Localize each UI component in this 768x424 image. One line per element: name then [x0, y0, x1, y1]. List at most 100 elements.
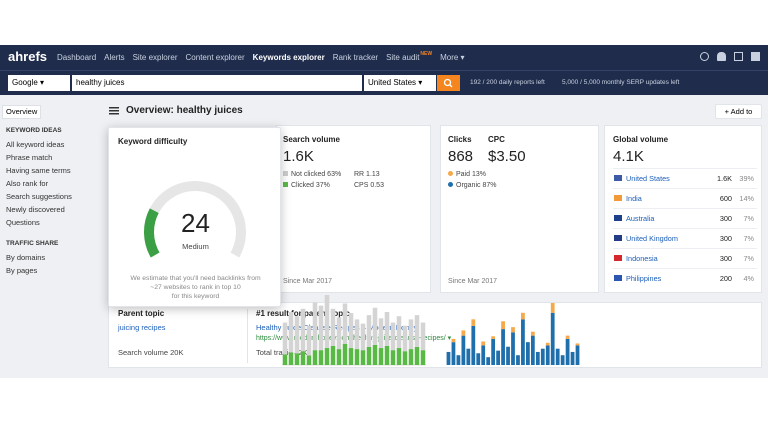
flag	[614, 255, 622, 261]
sidebar-link[interactable]: Phrase match	[6, 153, 53, 162]
page-title: Overview: healthy juices	[126, 105, 243, 116]
legend-item: Not clicked 63%	[283, 171, 341, 178]
sidebar-link[interactable]: Having same terms	[6, 166, 71, 175]
keyword-difficulty-card: Keyword difficulty 24 Medium We estimate…	[108, 127, 281, 307]
nav-item[interactable]: Rank tracker	[332, 53, 379, 62]
row-divider	[613, 248, 757, 249]
country-volume: 300	[719, 254, 732, 263]
country-volume: 600	[719, 194, 732, 203]
section-title: #1 result for parent topic	[256, 309, 350, 318]
kd-note-line: for this keyword	[171, 293, 220, 300]
clicks-card: Clicks 868 CPC $3.50 Paid 13% Organic 87…	[440, 125, 599, 293]
section-title: Parent topic	[118, 309, 165, 318]
legend-item: Clicked 37%	[283, 182, 330, 189]
nav-item[interactable]: Keywords explorer	[252, 53, 325, 62]
country-share: 4%	[743, 274, 754, 283]
kd-score: 24	[181, 208, 210, 238]
legend-text: Not clicked 63%	[291, 171, 342, 178]
topic-link[interactable]: juicing recipes	[118, 323, 166, 332]
nav-items: Dashboard Alerts Site explorer Content expl…	[57, 51, 465, 62]
country-link[interactable]: Philippines	[626, 274, 662, 283]
card-value: $3.50	[488, 148, 526, 165]
row-divider	[613, 208, 757, 209]
nav-badge: NEW	[420, 51, 433, 57]
kd-note-line: ~27 websites to rank in top 10	[150, 284, 241, 291]
result-traffic: Total traffic 42K	[256, 348, 308, 357]
help-icon[interactable]	[700, 52, 709, 61]
serp-left: 5,000 / 5,000 monthly SERP updates left	[562, 79, 680, 86]
country-volume: 1.6K	[716, 174, 732, 183]
kd-note: We estimate that you'll need backlinks f…	[109, 274, 282, 301]
add-to-button[interactable]: + Add to	[715, 104, 762, 119]
card-value: 1.6K	[283, 148, 314, 165]
country-share: 7%	[743, 214, 754, 223]
card-value: 868	[448, 148, 474, 165]
country-share: 7%	[743, 234, 754, 243]
row-divider	[613, 268, 757, 269]
sidebar-heading: TRAFFIC SHARE	[6, 240, 59, 247]
row-divider	[613, 228, 757, 229]
country-share: 14%	[739, 194, 754, 203]
sidebar-link[interactable]: By domains	[6, 253, 46, 262]
stat: RR 1.13	[354, 171, 380, 178]
engine-select[interactable]: Google ▾	[8, 75, 70, 91]
kd-note-line: We estimate that you'll need backlinks f…	[130, 275, 261, 282]
country-link[interactable]: Indonesia	[626, 254, 658, 263]
search-button[interactable]	[437, 75, 460, 91]
sidebar-link[interactable]: All keyword ideas	[6, 140, 65, 149]
nav-item[interactable]: Dashboard	[57, 53, 97, 62]
sidebar-heading: KEYWORD IDEAS	[6, 127, 62, 134]
nav-item[interactable]: Content explorer	[185, 53, 245, 62]
account-icon[interactable]	[751, 52, 760, 61]
sidebar-link[interactable]: Also rank for	[6, 179, 49, 188]
nav-bar: ahrefs Dashboard Alerts Site explorer Conte…	[0, 45, 768, 70]
card-title: CPC	[488, 135, 505, 144]
nav-item[interactable]: Site explorer	[132, 53, 178, 62]
nav-item[interactable]: More ▾	[440, 53, 465, 62]
legend-item: Organic 87%	[448, 182, 496, 189]
flag	[614, 175, 622, 181]
search-row: Google ▾ healthy juices United States ▾ …	[0, 70, 768, 95]
flag	[614, 275, 622, 281]
search-volume-card: Search volume 1.6K Not clicked 63% Click…	[276, 125, 431, 293]
legend-item: Paid 13%	[448, 171, 486, 178]
window-icon[interactable]	[734, 52, 743, 61]
sidebar-link[interactable]: By pages	[6, 266, 38, 275]
card-title: Search volume	[283, 135, 340, 144]
row-divider	[613, 168, 757, 169]
result-link[interactable]: Healthy Juice Cleanse Recipes – Modern H…	[256, 323, 418, 332]
content: Overview KEYWORD IDEAS All keyword ideas P…	[0, 95, 768, 378]
reports-left: 192 / 200 daily reports left	[470, 79, 545, 86]
search-icon	[443, 78, 453, 88]
country-link[interactable]: United Kingdom	[626, 234, 678, 243]
nav-item[interactable]: Alerts	[104, 53, 125, 62]
query-input[interactable]: healthy juices	[72, 75, 362, 91]
sidebar-link[interactable]: Newly discovered	[6, 205, 65, 214]
topic-volume: Search volume 20K	[118, 348, 184, 357]
country-share: 7%	[743, 254, 754, 263]
country-select[interactable]: United States ▾	[364, 75, 436, 91]
legend-text: Paid 13%	[456, 171, 486, 178]
since: Since Mar 2017	[448, 278, 498, 285]
card-title: Global volume	[613, 135, 669, 144]
country-link[interactable]: India	[626, 194, 642, 203]
since: Since Mar 2017	[283, 278, 333, 285]
card-title: Keyword difficulty	[118, 137, 188, 146]
country-link[interactable]: Australia	[626, 214, 655, 223]
legend-text: Organic 87%	[456, 182, 497, 189]
result-url[interactable]: https://www.modernhoney.com/healthy-juic…	[256, 335, 452, 342]
country-volume: 300	[719, 234, 732, 243]
nav-item[interactable]: Site audit	[386, 53, 420, 62]
sidebar-link[interactable]: Search suggestions	[6, 192, 72, 201]
bell-icon[interactable]	[717, 52, 726, 61]
legend-text: Clicked 37%	[291, 182, 330, 189]
country-link[interactable]: United States	[626, 174, 670, 183]
kd-rating: Medium	[182, 242, 209, 251]
menu-icon[interactable]	[109, 107, 119, 115]
logo[interactable]: ahrefs	[8, 49, 48, 64]
sidebar-link[interactable]: Questions	[6, 218, 40, 227]
flag	[614, 195, 622, 201]
sidebar-active[interactable]: Overview	[2, 105, 41, 119]
